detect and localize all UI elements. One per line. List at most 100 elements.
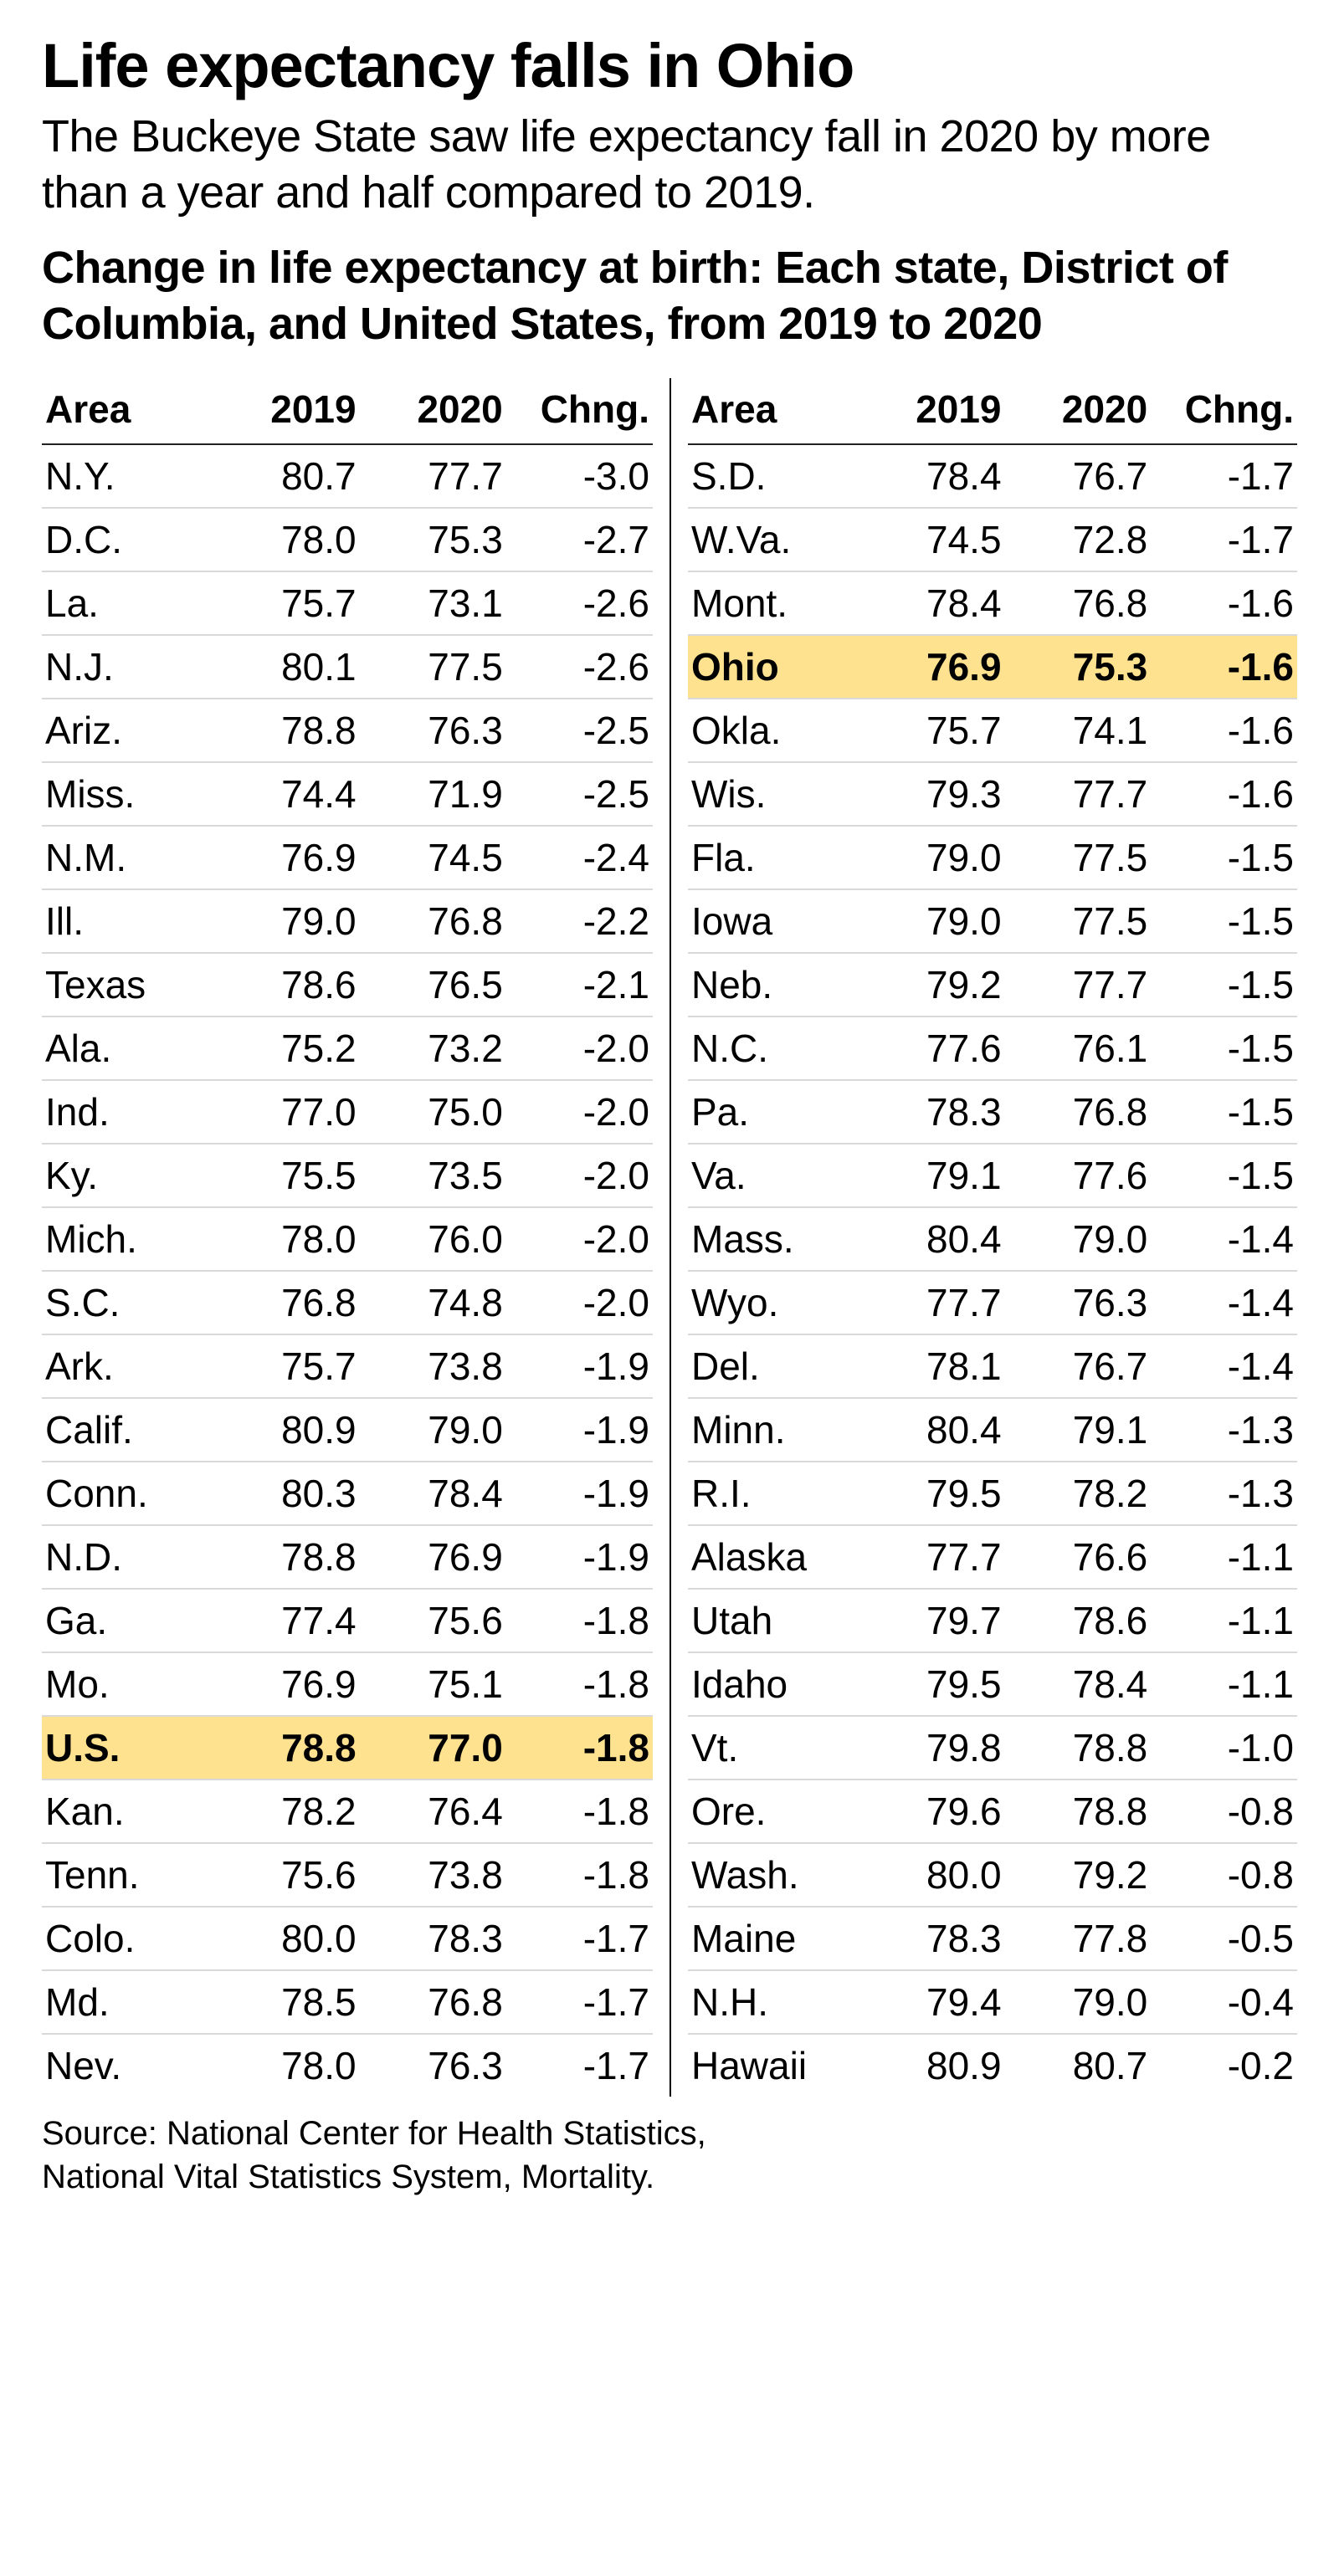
table-row: N.D.78.876.9-1.9 bbox=[42, 1525, 653, 1589]
cell-y2020: 75.3 bbox=[360, 508, 506, 571]
cell-chng: -1.7 bbox=[506, 2034, 653, 2097]
cell-area: Calif. bbox=[42, 1398, 201, 1462]
cell-area: Kan. bbox=[42, 1780, 201, 1843]
cell-y2019: 79.3 bbox=[846, 762, 1004, 826]
cell-chng: -0.2 bbox=[1151, 2034, 1297, 2097]
cell-chng: -1.8 bbox=[506, 1652, 653, 1716]
cell-y2019: 80.9 bbox=[846, 2034, 1004, 2097]
cell-y2019: 77.4 bbox=[201, 1589, 360, 1652]
cell-chng: -1.5 bbox=[1151, 1144, 1297, 1207]
cell-chng: -1.7 bbox=[1151, 444, 1297, 508]
table-row: Md.78.576.8-1.7 bbox=[42, 1970, 653, 2034]
table-row: Kan.78.276.4-1.8 bbox=[42, 1780, 653, 1843]
cell-y2019: 78.4 bbox=[846, 571, 1004, 635]
header-2020: 2020 bbox=[360, 378, 506, 444]
cell-y2019: 75.2 bbox=[201, 1017, 360, 1080]
cell-area: Pa. bbox=[688, 1080, 846, 1144]
header-row: Area 2019 2020 Chng. bbox=[688, 378, 1297, 444]
table-row: Ill.79.076.8-2.2 bbox=[42, 889, 653, 953]
cell-chng: -1.8 bbox=[506, 1780, 653, 1843]
cell-y2020: 76.5 bbox=[360, 953, 506, 1017]
table-row: Wis.79.377.7-1.6 bbox=[688, 762, 1297, 826]
cell-area: N.Y. bbox=[42, 444, 201, 508]
cell-y2019: 79.6 bbox=[846, 1780, 1004, 1843]
table-row: Pa.78.376.8-1.5 bbox=[688, 1080, 1297, 1144]
cell-y2020: 77.7 bbox=[1005, 762, 1152, 826]
cell-chng: -1.9 bbox=[506, 1398, 653, 1462]
cell-y2020: 78.2 bbox=[1005, 1462, 1152, 1525]
cell-y2019: 80.7 bbox=[201, 444, 360, 508]
cell-area: Texas bbox=[42, 953, 201, 1017]
cell-y2020: 78.8 bbox=[1005, 1716, 1152, 1780]
cell-area: N.H. bbox=[688, 1970, 846, 2034]
cell-area: S.C. bbox=[42, 1271, 201, 1334]
cell-chng: -0.4 bbox=[1151, 1970, 1297, 2034]
cell-area: Va. bbox=[688, 1144, 846, 1207]
cell-y2019: 78.1 bbox=[846, 1334, 1004, 1398]
header-area: Area bbox=[42, 378, 201, 444]
cell-area: Okla. bbox=[688, 699, 846, 762]
cell-chng: -1.3 bbox=[1151, 1462, 1297, 1525]
cell-chng: -2.2 bbox=[506, 889, 653, 953]
cell-y2020: 77.0 bbox=[360, 1716, 506, 1780]
cell-y2020: 76.8 bbox=[1005, 1080, 1152, 1144]
cell-y2020: 78.4 bbox=[1005, 1652, 1152, 1716]
cell-area: Mass. bbox=[688, 1207, 846, 1271]
cell-y2019: 79.0 bbox=[201, 889, 360, 953]
table-row: Mass.80.479.0-1.4 bbox=[688, 1207, 1297, 1271]
source-line-2: National Vital Statistics System, Mortal… bbox=[42, 2155, 1297, 2199]
cell-chng: -2.0 bbox=[506, 1017, 653, 1080]
table-row: Neb.79.277.7-1.5 bbox=[688, 953, 1297, 1017]
cell-y2020: 78.4 bbox=[360, 1462, 506, 1525]
cell-chng: -2.5 bbox=[506, 762, 653, 826]
cell-y2020: 73.5 bbox=[360, 1144, 506, 1207]
cell-chng: -1.7 bbox=[506, 1907, 653, 1970]
cell-y2019: 77.0 bbox=[201, 1080, 360, 1144]
table-row: Del.78.176.7-1.4 bbox=[688, 1334, 1297, 1398]
table-row: U.S.78.877.0-1.8 bbox=[42, 1716, 653, 1780]
tables-wrapper: Area 2019 2020 Chng. N.Y.80.777.7-3.0D.C… bbox=[42, 378, 1297, 2097]
cell-area: Nev. bbox=[42, 2034, 201, 2097]
table-row: Wyo.77.776.3-1.4 bbox=[688, 1271, 1297, 1334]
cell-y2019: 80.4 bbox=[846, 1207, 1004, 1271]
cell-y2020: 75.3 bbox=[1005, 635, 1152, 699]
cell-chng: -1.5 bbox=[1151, 1017, 1297, 1080]
cell-y2019: 75.6 bbox=[201, 1843, 360, 1907]
cell-area: La. bbox=[42, 571, 201, 635]
table-row: Ky.75.573.5-2.0 bbox=[42, 1144, 653, 1207]
cell-y2019: 78.2 bbox=[201, 1780, 360, 1843]
cell-area: Mich. bbox=[42, 1207, 201, 1271]
cell-area: D.C. bbox=[42, 508, 201, 571]
cell-y2020: 76.8 bbox=[1005, 571, 1152, 635]
cell-area: Alaska bbox=[688, 1525, 846, 1589]
cell-area: Wis. bbox=[688, 762, 846, 826]
cell-y2019: 76.9 bbox=[201, 826, 360, 889]
cell-y2019: 79.5 bbox=[846, 1462, 1004, 1525]
cell-y2019: 77.6 bbox=[846, 1017, 1004, 1080]
table-row: Vt.79.878.8-1.0 bbox=[688, 1716, 1297, 1780]
table-row: Hawaii80.980.7-0.2 bbox=[688, 2034, 1297, 2097]
cell-area: Ala. bbox=[42, 1017, 201, 1080]
right-table: Area 2019 2020 Chng. S.D.78.476.7-1.7W.V… bbox=[688, 378, 1297, 2097]
cell-y2019: 80.4 bbox=[846, 1398, 1004, 1462]
table-row: Maine78.377.8-0.5 bbox=[688, 1907, 1297, 1970]
cell-y2020: 75.0 bbox=[360, 1080, 506, 1144]
cell-chng: -0.8 bbox=[1151, 1780, 1297, 1843]
cell-area: Miss. bbox=[42, 762, 201, 826]
cell-area: U.S. bbox=[42, 1716, 201, 1780]
cell-chng: -1.7 bbox=[1151, 508, 1297, 571]
cell-chng: -2.0 bbox=[506, 1271, 653, 1334]
cell-y2020: 76.1 bbox=[1005, 1017, 1152, 1080]
cell-chng: -1.5 bbox=[1151, 1080, 1297, 1144]
cell-y2020: 74.5 bbox=[360, 826, 506, 889]
table-row: Ala.75.273.2-2.0 bbox=[42, 1017, 653, 1080]
table-row: Utah79.778.6-1.1 bbox=[688, 1589, 1297, 1652]
cell-y2020: 79.0 bbox=[360, 1398, 506, 1462]
cell-y2019: 75.5 bbox=[201, 1144, 360, 1207]
cell-y2020: 73.1 bbox=[360, 571, 506, 635]
infographic-container: Life expectancy falls in Ohio The Buckey… bbox=[0, 0, 1339, 2224]
cell-y2020: 76.9 bbox=[360, 1525, 506, 1589]
cell-y2020: 79.2 bbox=[1005, 1843, 1152, 1907]
table-row: Texas78.676.5-2.1 bbox=[42, 953, 653, 1017]
cell-area: Mont. bbox=[688, 571, 846, 635]
